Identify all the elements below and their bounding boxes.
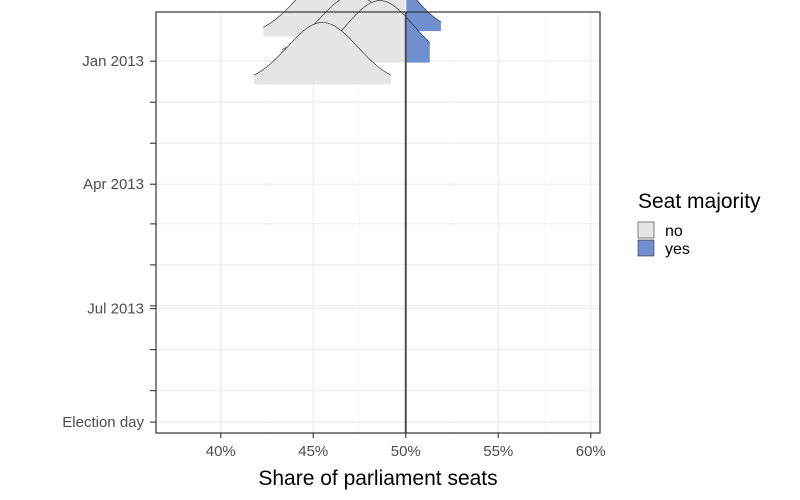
y-tick-label: Jul 2013 xyxy=(87,301,144,318)
y-tick-label: Election day xyxy=(62,414,144,431)
panel-border xyxy=(155,11,601,434)
ridge-outline xyxy=(253,22,392,76)
ridge-area-yes xyxy=(405,16,430,63)
x-axis-title: Share of parliament seats xyxy=(258,467,497,490)
legend-label-yes: yes xyxy=(665,241,690,258)
legend-label-no: no xyxy=(665,223,683,240)
ridges xyxy=(253,0,442,85)
legend: Seat majority no yes xyxy=(637,190,761,258)
x-tick-label: 40% xyxy=(206,443,236,460)
x-tick-label: 45% xyxy=(298,443,328,460)
ridge-area-no xyxy=(254,22,391,85)
legend-swatch-no xyxy=(637,221,655,239)
legend-swatch-yes xyxy=(637,239,655,257)
x-tick-label: 55% xyxy=(483,443,513,460)
ridge-area-yes xyxy=(406,0,441,32)
y-tick-label: Apr 2013 xyxy=(83,176,144,193)
x-axis: 40% 45% 50% 55% 60% xyxy=(206,433,606,460)
x-tick-label: 50% xyxy=(391,443,421,460)
y-tick-label: Jan 2013 xyxy=(82,53,144,70)
x-tick-label: 60% xyxy=(576,443,606,460)
y-axis: Jan 2013 Apr 2013 Jul 2013 Election day xyxy=(62,53,156,431)
legend-title: Seat majority xyxy=(638,190,761,213)
ridge xyxy=(253,22,392,85)
